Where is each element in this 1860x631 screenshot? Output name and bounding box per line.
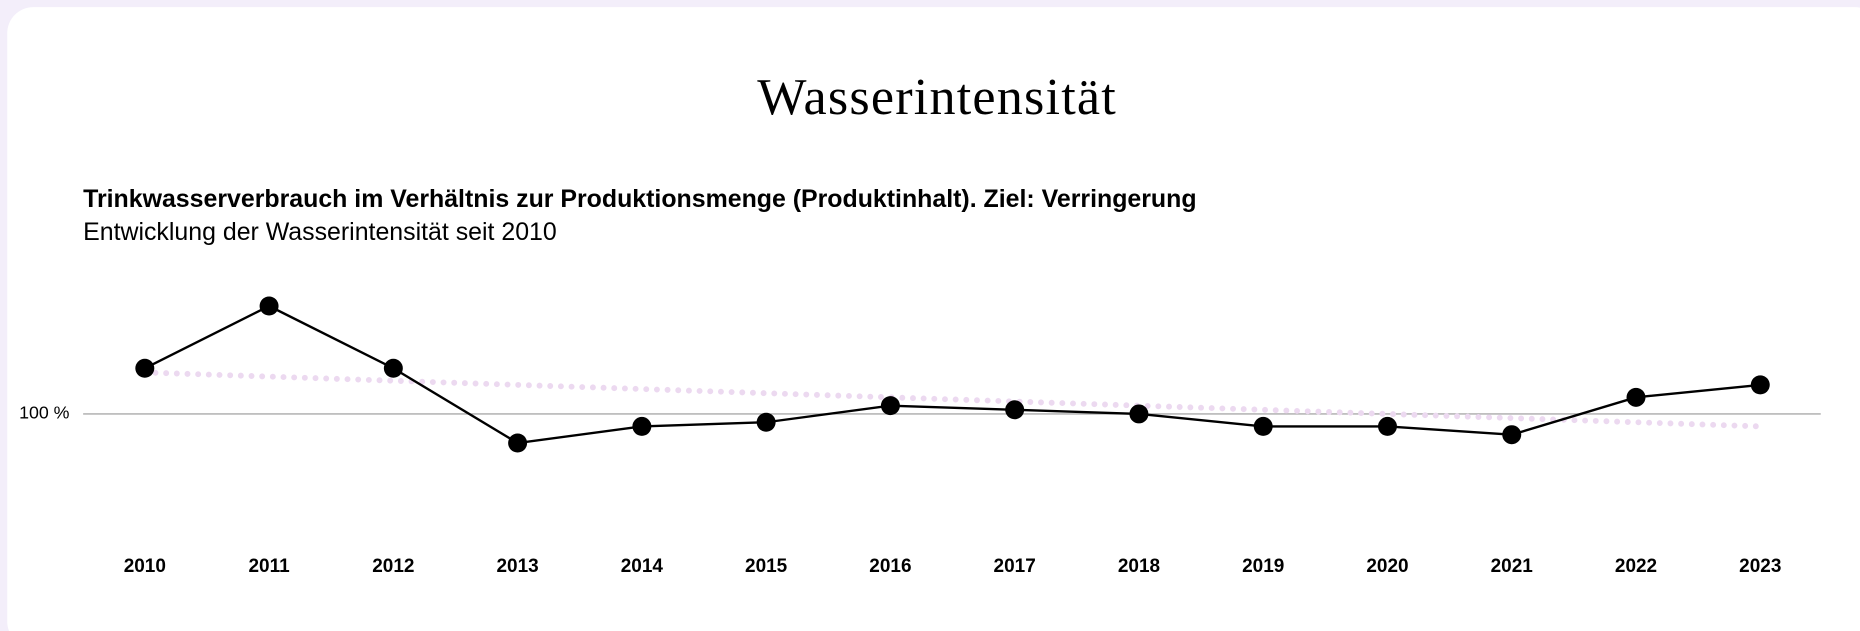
data-point: [1750, 375, 1770, 395]
x-tick-label: 2013: [497, 556, 539, 577]
x-tick-label: 2014: [621, 556, 664, 577]
data-point: [1253, 416, 1273, 436]
data-point: [383, 358, 403, 378]
x-tick-label: 2016: [869, 556, 911, 577]
data-line: [144, 304, 1761, 445]
y-tick-label: 100 %: [19, 403, 70, 423]
x-tick-label: 2023: [1739, 556, 1781, 577]
data-point: [632, 416, 652, 436]
x-tick-label: 2017: [994, 556, 1036, 577]
data-point: [508, 433, 528, 453]
data-point: [1377, 416, 1397, 436]
data-point: [135, 358, 155, 378]
data-point: [1005, 400, 1025, 420]
x-tick-label: 2010: [124, 556, 166, 577]
data-point: [259, 296, 279, 316]
data-point: [1502, 425, 1522, 445]
x-tick-label: 2012: [372, 556, 414, 577]
data-point: [756, 412, 776, 432]
x-tick-label: 2015: [745, 556, 788, 577]
data-point: [1626, 387, 1646, 407]
data-point: [1129, 404, 1149, 424]
x-tick-label: 2020: [1366, 556, 1408, 577]
chart-description: Entwicklung der Wasserintensität seit 20…: [83, 218, 557, 246]
chart-title: Wasserintensität: [757, 69, 1117, 126]
data-point: [880, 396, 900, 416]
chart-subtitle: Trinkwasserverbrauch im Verhältnis zur P…: [83, 185, 1196, 213]
x-tick-label: 2021: [1491, 556, 1534, 577]
x-tick-label: 2018: [1118, 556, 1160, 577]
x-tick-label: 2011: [248, 556, 290, 577]
x-tick-label: 2019: [1242, 556, 1284, 577]
card: [7, 7, 1860, 631]
x-tick-label: 2022: [1615, 556, 1657, 577]
